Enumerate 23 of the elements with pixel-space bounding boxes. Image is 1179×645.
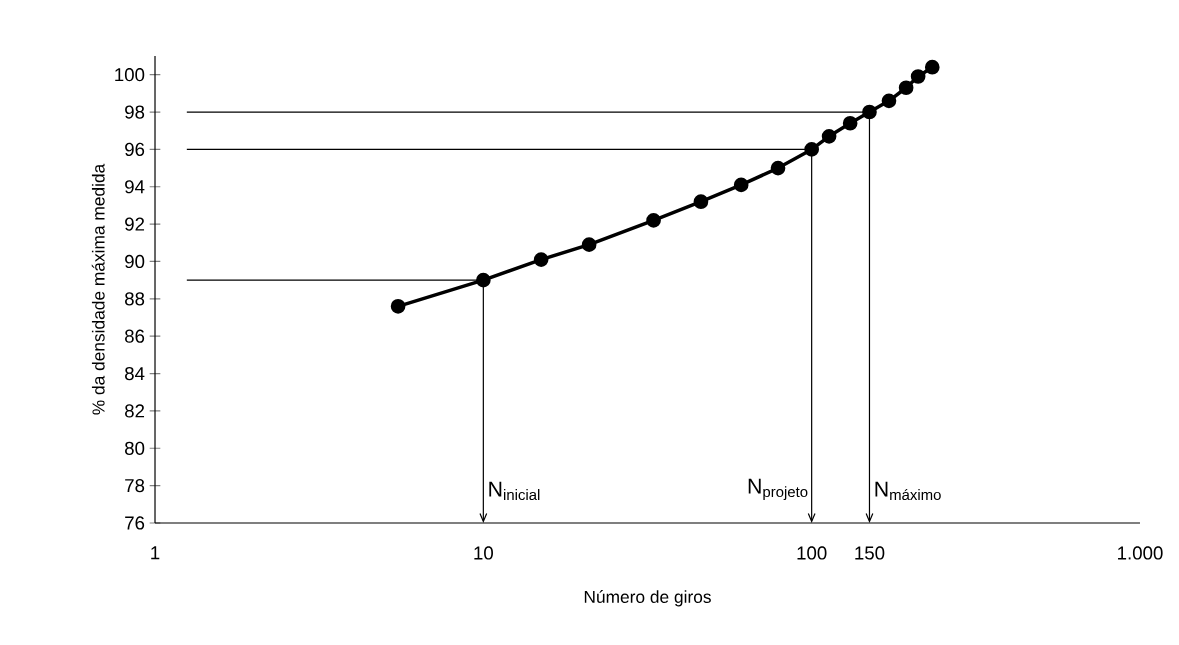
y-tick-label: 76 [125, 516, 145, 530]
ref-line-label: N$_{projeto}$ [748, 478, 808, 501]
x-tick-label: 1 [151, 546, 160, 560]
y-tick-label: 100 [115, 68, 145, 82]
y-tick-label: 90 [125, 254, 145, 269]
x-axis-title: Número de giros [584, 590, 711, 607]
y-tick-label: 96 [125, 142, 145, 156]
y-tick-label: 82 [125, 404, 145, 418]
y-tick-label: 98 [125, 105, 145, 119]
ref-line-label: N$_{inicial}$ [489, 481, 540, 501]
ref-line-label: N$_{máximo}$ [875, 481, 941, 501]
y-axis-title: % da densidade máxima medida [91, 163, 105, 415]
y-tick-label: 88 [125, 292, 145, 306]
y-tick-label: 78 [125, 479, 145, 493]
y-tick-label: 84 [125, 366, 145, 381]
x-tick-label: 100 [797, 546, 827, 560]
y-tick-label: 92 [125, 217, 145, 231]
y-tick-label: 80 [125, 441, 145, 455]
x-tick-label: 150 [855, 546, 885, 560]
y-tick-label: 86 [125, 329, 145, 343]
y-tick-label: 94 [125, 180, 145, 194]
x-tick-label: 1.000 [1118, 546, 1163, 560]
x-tick-label: 10 [474, 546, 493, 560]
